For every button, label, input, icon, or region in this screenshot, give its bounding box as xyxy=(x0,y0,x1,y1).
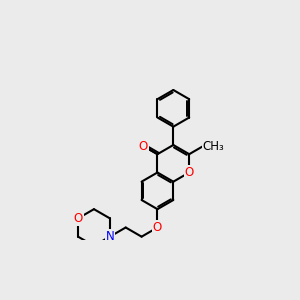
Text: CH₃: CH₃ xyxy=(203,140,224,153)
Text: O: O xyxy=(184,166,194,179)
Text: O: O xyxy=(139,140,148,153)
Text: N: N xyxy=(105,230,114,243)
Text: O: O xyxy=(74,212,83,225)
Text: O: O xyxy=(153,221,162,234)
